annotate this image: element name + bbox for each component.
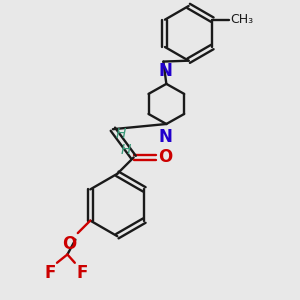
Text: F: F bbox=[44, 264, 56, 282]
Text: O: O bbox=[158, 148, 172, 166]
Text: H: H bbox=[120, 143, 130, 157]
Text: N: N bbox=[158, 62, 172, 80]
Text: F: F bbox=[76, 264, 88, 282]
Text: H: H bbox=[116, 127, 126, 141]
Text: CH₃: CH₃ bbox=[231, 13, 254, 26]
Text: N: N bbox=[158, 128, 172, 146]
Text: O: O bbox=[62, 235, 76, 253]
